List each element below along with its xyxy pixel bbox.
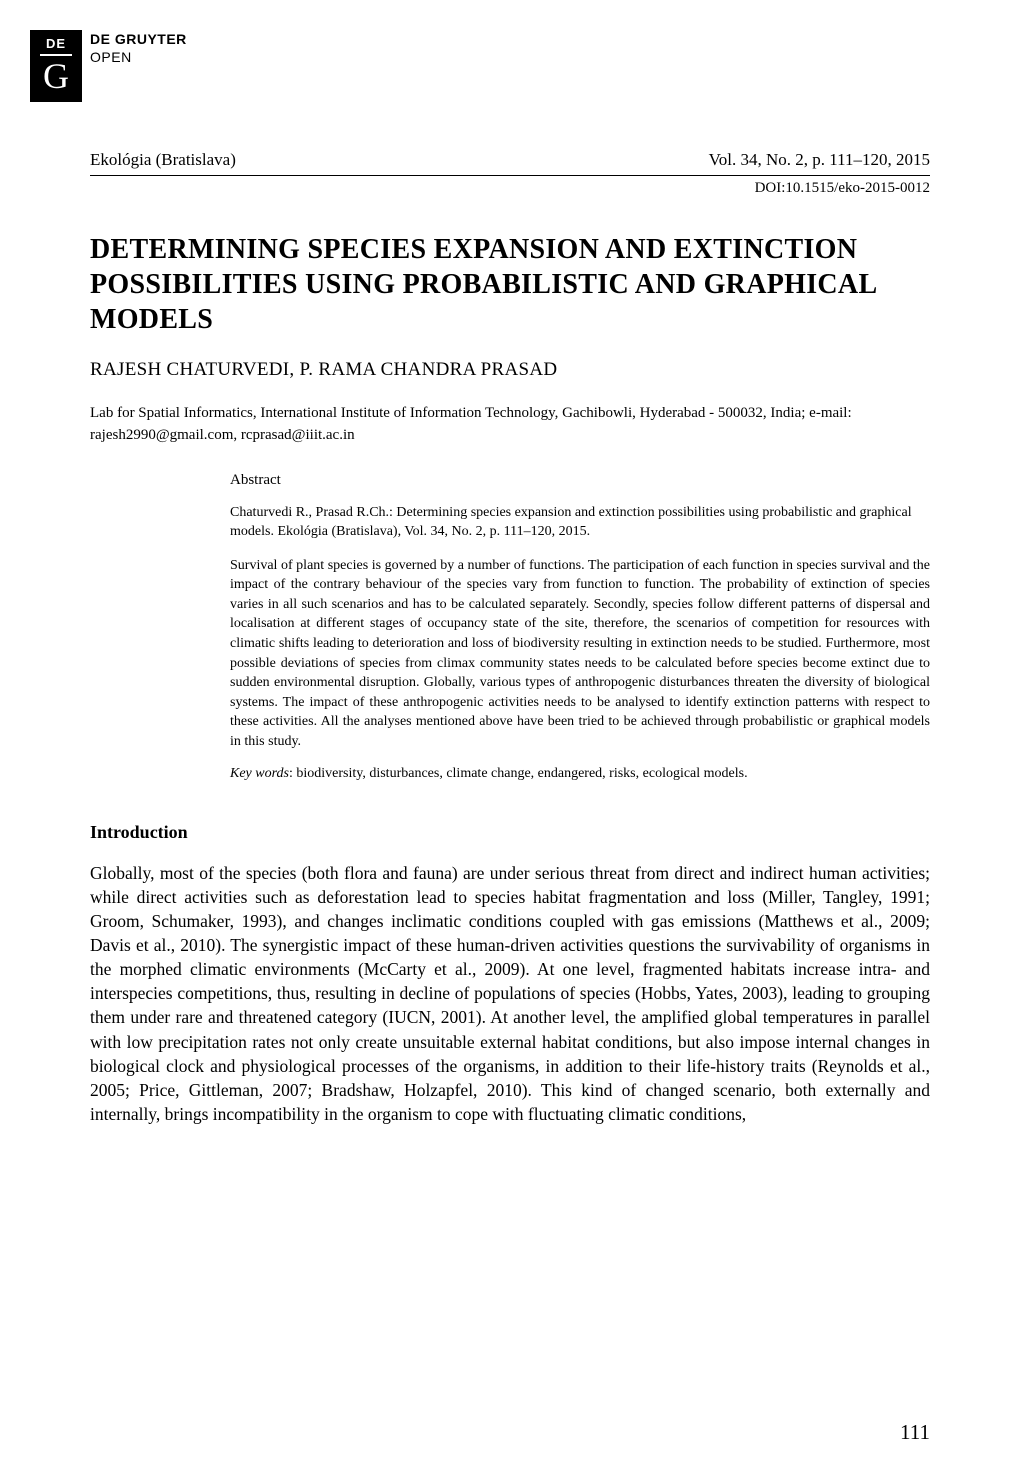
- paper-title: DETERMINING SPECIES EXPANSION AND EXTINC…: [90, 232, 930, 337]
- introduction-heading: Introduction: [90, 822, 930, 843]
- page-number: 111: [900, 1420, 930, 1445]
- abstract-citation: Chaturvedi R., Prasad R.Ch.: Determining…: [230, 503, 930, 542]
- publisher-name: DE GRUYTER OPEN: [90, 30, 187, 66]
- affiliation: Lab for Spatial Informatics, Internation…: [90, 403, 930, 447]
- authors: RAJESH CHATURVEDI, P. RAMA CHANDRA PRASA…: [90, 359, 930, 381]
- publisher-logo-mark: DE G: [30, 30, 82, 102]
- abstract-block: Abstract Chaturvedi R., Prasad R.Ch.: De…: [230, 472, 930, 782]
- abstract-heading: Abstract: [230, 472, 930, 489]
- logo-g-text: G: [43, 58, 69, 94]
- keywords-text: : biodiversity, disturbances, climate ch…: [289, 766, 748, 781]
- doi: DOI:10.1515/eko-2015-0012: [90, 180, 930, 197]
- volume-info: Vol. 34, No. 2, p. 111–120, 2015: [709, 150, 930, 170]
- publisher-name-line1: DE GRUYTER: [90, 30, 187, 48]
- publisher-logo-block: DE G DE GRUYTER OPEN: [30, 30, 187, 102]
- journal-name: Ekológia (Bratislava): [90, 150, 236, 170]
- keywords-label: Key words: [230, 766, 289, 781]
- logo-de-text: DE: [46, 36, 66, 51]
- keywords: Key words: biodiversity, disturbances, c…: [230, 766, 930, 782]
- running-header: Ekológia (Bratislava) Vol. 34, No. 2, p.…: [90, 150, 930, 176]
- introduction-body: Globally, most of the species (both flor…: [90, 861, 930, 1127]
- abstract-body: Survival of plant species is governed by…: [230, 556, 930, 752]
- publisher-name-line2: OPEN: [90, 48, 187, 66]
